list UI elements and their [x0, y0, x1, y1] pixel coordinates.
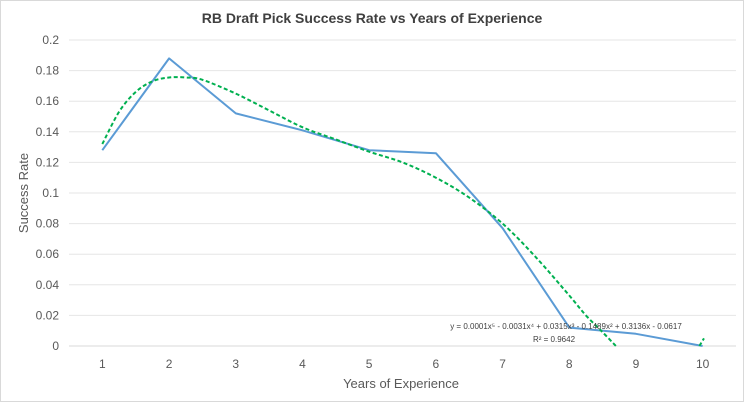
x-tick-label: 1: [99, 357, 106, 371]
y-axis-ticks: 0 0.02 0.04 0.06 0.08 0.1 0.12 0.14 0.16 0.18 0.2: [36, 33, 60, 353]
trendline-tail: [698, 337, 705, 347]
y-tick-label: 0.04: [36, 278, 60, 292]
x-tick-label: 3: [232, 357, 239, 371]
y-tick-label: 0.18: [36, 64, 60, 78]
y-tick-label: 0.2: [42, 33, 59, 47]
x-tick-label: 5: [366, 357, 373, 371]
y-tick-label: 0.16: [36, 94, 60, 108]
y-tick-label: 0.12: [36, 155, 60, 169]
y-tick-label: 0: [52, 339, 59, 353]
x-axis-ticks: 1 2 3 4 5 6 7 8 9 10: [99, 357, 710, 371]
x-tick-label: 9: [633, 357, 640, 371]
series-layer: [101, 57, 705, 347]
trendline-polynomial: [101, 76, 617, 347]
x-tick-label: 7: [499, 357, 506, 371]
y-tick-label: 0.1: [42, 186, 59, 200]
y-tick-label: 0.08: [36, 217, 60, 231]
x-axis-title: Years of Experience: [343, 376, 459, 391]
y-tick-label: 0.14: [36, 125, 60, 139]
trendline-equation: y = 0.0001x⁵ - 0.0031x⁴ + 0.0315x³ - 0.1…: [450, 322, 682, 331]
series-line-success-rate: [101, 57, 703, 347]
y-tick-label: 0.02: [36, 308, 60, 322]
x-tick-label: 8: [566, 357, 573, 371]
trendline-r-squared: R² = 0.9642: [533, 335, 576, 344]
y-tick-label: 0.06: [36, 247, 60, 261]
x-tick-label: 2: [166, 357, 173, 371]
x-tick-label: 6: [433, 357, 440, 371]
y-axis-title: Success Rate: [16, 153, 31, 233]
x-tick-label: 10: [696, 357, 710, 371]
x-tick-label: 4: [299, 357, 306, 371]
gridlines: [69, 39, 736, 347]
chart-title: RB Draft Pick Success Rate vs Years of E…: [202, 10, 543, 26]
